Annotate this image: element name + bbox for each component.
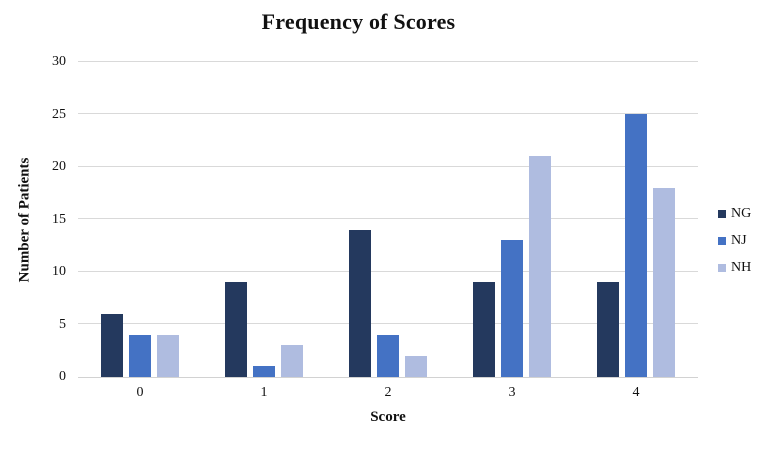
gridline bbox=[78, 323, 698, 324]
bar-NH-0 bbox=[157, 335, 179, 377]
legend-item-NJ: NJ bbox=[718, 234, 751, 248]
gridline bbox=[78, 61, 698, 62]
bar-NJ-1 bbox=[253, 366, 275, 377]
x-tick-label: 1 bbox=[260, 385, 268, 400]
x-axis-ticks: 0 1 2 3 4 bbox=[78, 385, 698, 401]
x-tick-label: 2 bbox=[384, 385, 392, 400]
bar-group bbox=[597, 62, 675, 377]
bar-NG-3 bbox=[473, 282, 495, 377]
x-tick-label: 4 bbox=[632, 385, 640, 400]
bar-NJ-4 bbox=[625, 114, 647, 377]
y-tick-label: 15 bbox=[52, 212, 66, 227]
bar-NJ-2 bbox=[377, 335, 399, 377]
y-tick-label: 30 bbox=[52, 54, 66, 69]
legend-label: NH bbox=[731, 260, 752, 275]
gridline bbox=[78, 271, 698, 272]
x-tick-label: 0 bbox=[136, 385, 144, 400]
bar-NG-0 bbox=[101, 314, 123, 377]
y-tick-label: 25 bbox=[52, 107, 66, 122]
plot-area bbox=[78, 61, 698, 378]
bar-group bbox=[225, 62, 303, 377]
chart-title: Frequency of Scores bbox=[261, 9, 456, 34]
bar-group bbox=[473, 62, 551, 377]
bar-NJ-0 bbox=[129, 335, 151, 377]
legend-item-NH: NH bbox=[718, 261, 751, 275]
y-tick-label: 5 bbox=[59, 317, 66, 332]
legend-swatch-icon bbox=[718, 210, 726, 218]
bar-NH-1 bbox=[281, 345, 303, 377]
x-tick-label: 3 bbox=[508, 385, 516, 400]
gridline bbox=[78, 113, 698, 114]
bar-NH-4 bbox=[653, 188, 675, 377]
bar-NG-1 bbox=[225, 282, 247, 377]
y-tick-label: 20 bbox=[52, 159, 66, 174]
bar-NH-3 bbox=[529, 156, 551, 377]
bar-NG-2 bbox=[349, 230, 371, 377]
y-tick-label: 10 bbox=[52, 264, 66, 279]
legend-item-NG: NG bbox=[718, 207, 751, 221]
bar-NH-2 bbox=[405, 356, 427, 377]
legend-label: NG bbox=[731, 206, 752, 221]
legend: NG NJ NH bbox=[718, 207, 751, 288]
x-axis-title: Score bbox=[370, 409, 406, 425]
bar-NG-4 bbox=[597, 282, 619, 377]
bar-group bbox=[349, 62, 427, 377]
bar-group bbox=[101, 62, 179, 377]
y-tick-label: 0 bbox=[59, 369, 66, 384]
bar-NJ-3 bbox=[501, 240, 523, 377]
gridline bbox=[78, 218, 698, 219]
legend-swatch-icon bbox=[718, 264, 726, 272]
legend-swatch-icon bbox=[718, 237, 726, 245]
legend-label: NJ bbox=[731, 233, 747, 248]
gridline bbox=[78, 166, 698, 167]
